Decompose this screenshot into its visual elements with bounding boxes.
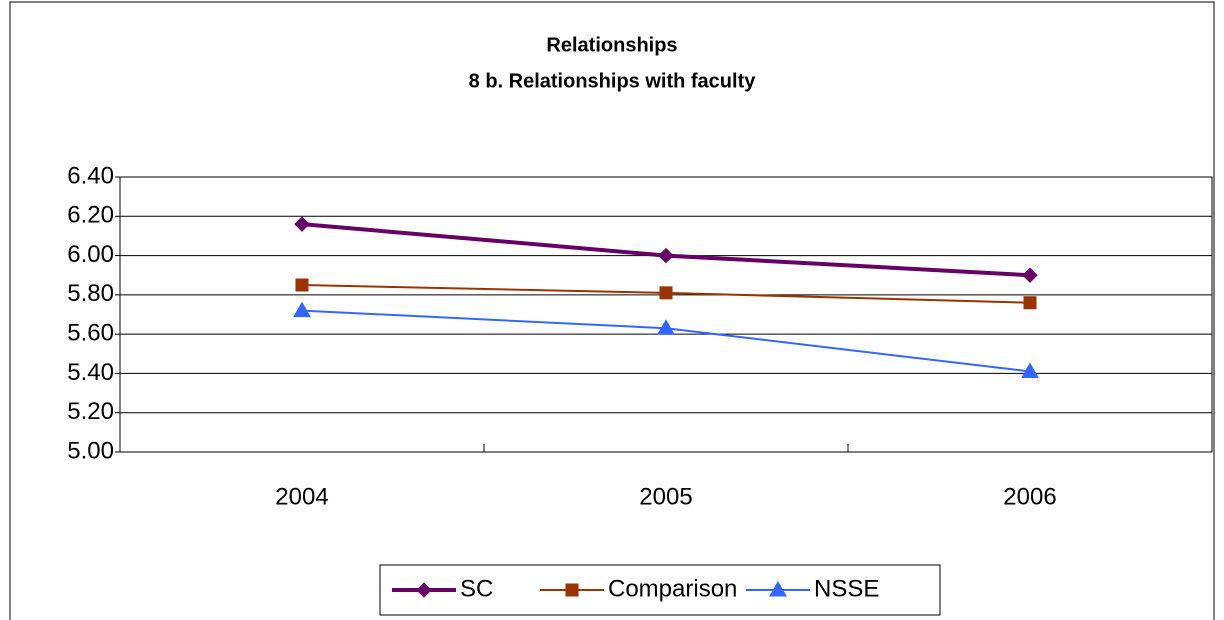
chart-subtitle: 8 b. Relationships with faculty — [469, 70, 757, 92]
legend-marker — [565, 583, 579, 597]
x-tick-label: 2004 — [275, 483, 328, 510]
y-tick-label: 6.40 — [67, 162, 114, 189]
data-point — [658, 247, 674, 264]
legend-label: SC — [460, 575, 493, 602]
y-tick-label: 5.40 — [67, 359, 114, 386]
chart-title: Relationships — [546, 34, 677, 56]
x-tick-label: 2005 — [639, 483, 692, 510]
plot-area — [119, 176, 1213, 453]
data-point — [295, 278, 309, 292]
data-point — [659, 286, 673, 300]
legend-label: NSSE — [814, 575, 879, 602]
legend-marker — [416, 582, 432, 598]
legend-box — [379, 564, 941, 616]
legend-marker — [769, 580, 787, 597]
chart-border — [9, 1, 1215, 620]
legend-label: Comparison — [608, 575, 737, 602]
y-tick-label: 6.20 — [67, 202, 114, 229]
data-point — [294, 216, 310, 232]
y-tick-label: 6.00 — [67, 241, 114, 268]
data-point — [293, 301, 311, 318]
data-point — [657, 319, 675, 335]
data-point — [1023, 296, 1037, 310]
x-tick-label: 2006 — [1003, 483, 1056, 510]
y-tick-label: 5.00 — [67, 437, 114, 464]
y-tick-label: 5.80 — [67, 280, 114, 307]
data-point — [1022, 267, 1038, 283]
data-point — [1021, 362, 1039, 378]
y-tick-label: 5.20 — [67, 398, 114, 425]
y-tick-label: 5.60 — [67, 319, 114, 346]
